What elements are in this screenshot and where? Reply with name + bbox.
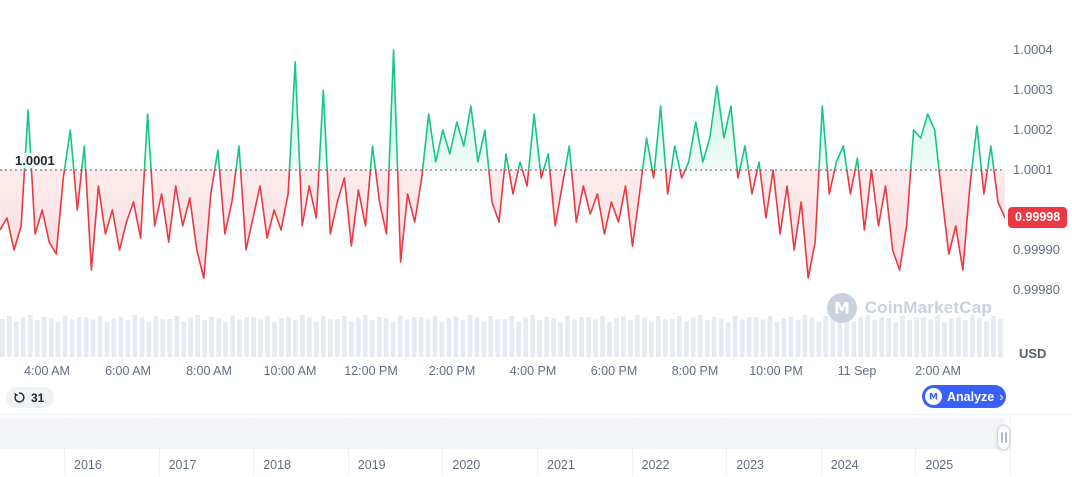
timeline-year-label: 2018 (263, 458, 291, 472)
svg-text:M: M (929, 393, 938, 403)
history-icon (14, 392, 25, 403)
x-axis-label: 8:00 AM (186, 364, 232, 378)
baseline-price-label: 1.0001 (12, 153, 58, 168)
y-axis-label: 1.0002 (1013, 122, 1053, 137)
y-axis-label: 1.0004 (1013, 42, 1053, 57)
x-axis-label: 4:00 PM (509, 364, 557, 378)
timeline-year-label: 2020 (452, 458, 481, 472)
timeline-year-label: 2017 (168, 458, 197, 472)
price-axis: 0.99998 USD 1.0004 1.0003 1.0002 1.0001 0.99… (1005, 0, 1072, 400)
x-axis-label: 12:00 PM (344, 364, 398, 378)
x-axis-label: 8:00 PM (671, 364, 719, 378)
timeline-year-label: 2021 (547, 458, 575, 472)
x-axis-label: 2:00 AM (915, 364, 961, 378)
x-axis-label: 10:00 AM (263, 364, 317, 378)
y-axis-label: 1.0003 (1013, 82, 1053, 97)
price-line-chart (0, 49, 1005, 279)
current-price-badge: 0.99998 (1008, 207, 1068, 228)
x-axis-label: 6:00 PM (590, 364, 638, 378)
y-axis-label: 0.99990 (1013, 242, 1060, 257)
time-axis: 4:00 AM 6:00 AM 8:00 AM 10:00 AM 12:00 PM 2:0… (0, 364, 1005, 382)
svg-text:M: M (834, 299, 850, 318)
timeline-year-label: 2016 (74, 458, 102, 472)
timeline-year-label: 2024 (830, 458, 859, 472)
currency-unit-label: USD (1019, 346, 1047, 361)
year-range-selector[interactable]: 2016 2017 2018 2019 2020 2021 2022 2023 2024 2025 (0, 414, 1072, 477)
watermark: M CoinMarketCap (826, 293, 992, 323)
x-axis-label: 2:00 PM (428, 364, 476, 378)
x-axis-label: 10:00 PM (749, 364, 803, 378)
x-axis-label: 4:00 AM (24, 364, 70, 378)
coinmarketcap-logo-icon: M (925, 388, 942, 405)
x-axis-label: 6:00 AM (105, 364, 151, 378)
timeline-separator (1010, 417, 1011, 476)
timeline-year-label: 2025 (925, 458, 954, 472)
y-axis-label: 1.0001 (1013, 162, 1053, 177)
x-axis-label: 11 Sep (837, 364, 877, 378)
timeline-year-label: 2023 (736, 458, 764, 472)
watermark-text: CoinMarketCap (864, 298, 992, 317)
range-right-handle[interactable] (997, 425, 1010, 450)
coinmarketcap-logo-icon: M (826, 293, 857, 323)
analyze-button[interactable]: M Analyze › (922, 385, 1006, 408)
price-chart-area[interactable]: 1.0001 M CoinMarketCap (0, 0, 1005, 357)
chevron-right-icon: › (999, 389, 1004, 404)
timeline-year-label: 2022 (641, 458, 670, 472)
volume-histogram (0, 314, 1003, 357)
analyze-button-label: Analyze (947, 389, 995, 404)
range-minimap (0, 418, 1005, 449)
history-count-badge[interactable]: 31 (6, 387, 55, 408)
y-axis-label: 0.99980 (1013, 282, 1060, 297)
history-count: 31 (31, 390, 45, 405)
timeline-year-label: 2019 (357, 458, 386, 472)
